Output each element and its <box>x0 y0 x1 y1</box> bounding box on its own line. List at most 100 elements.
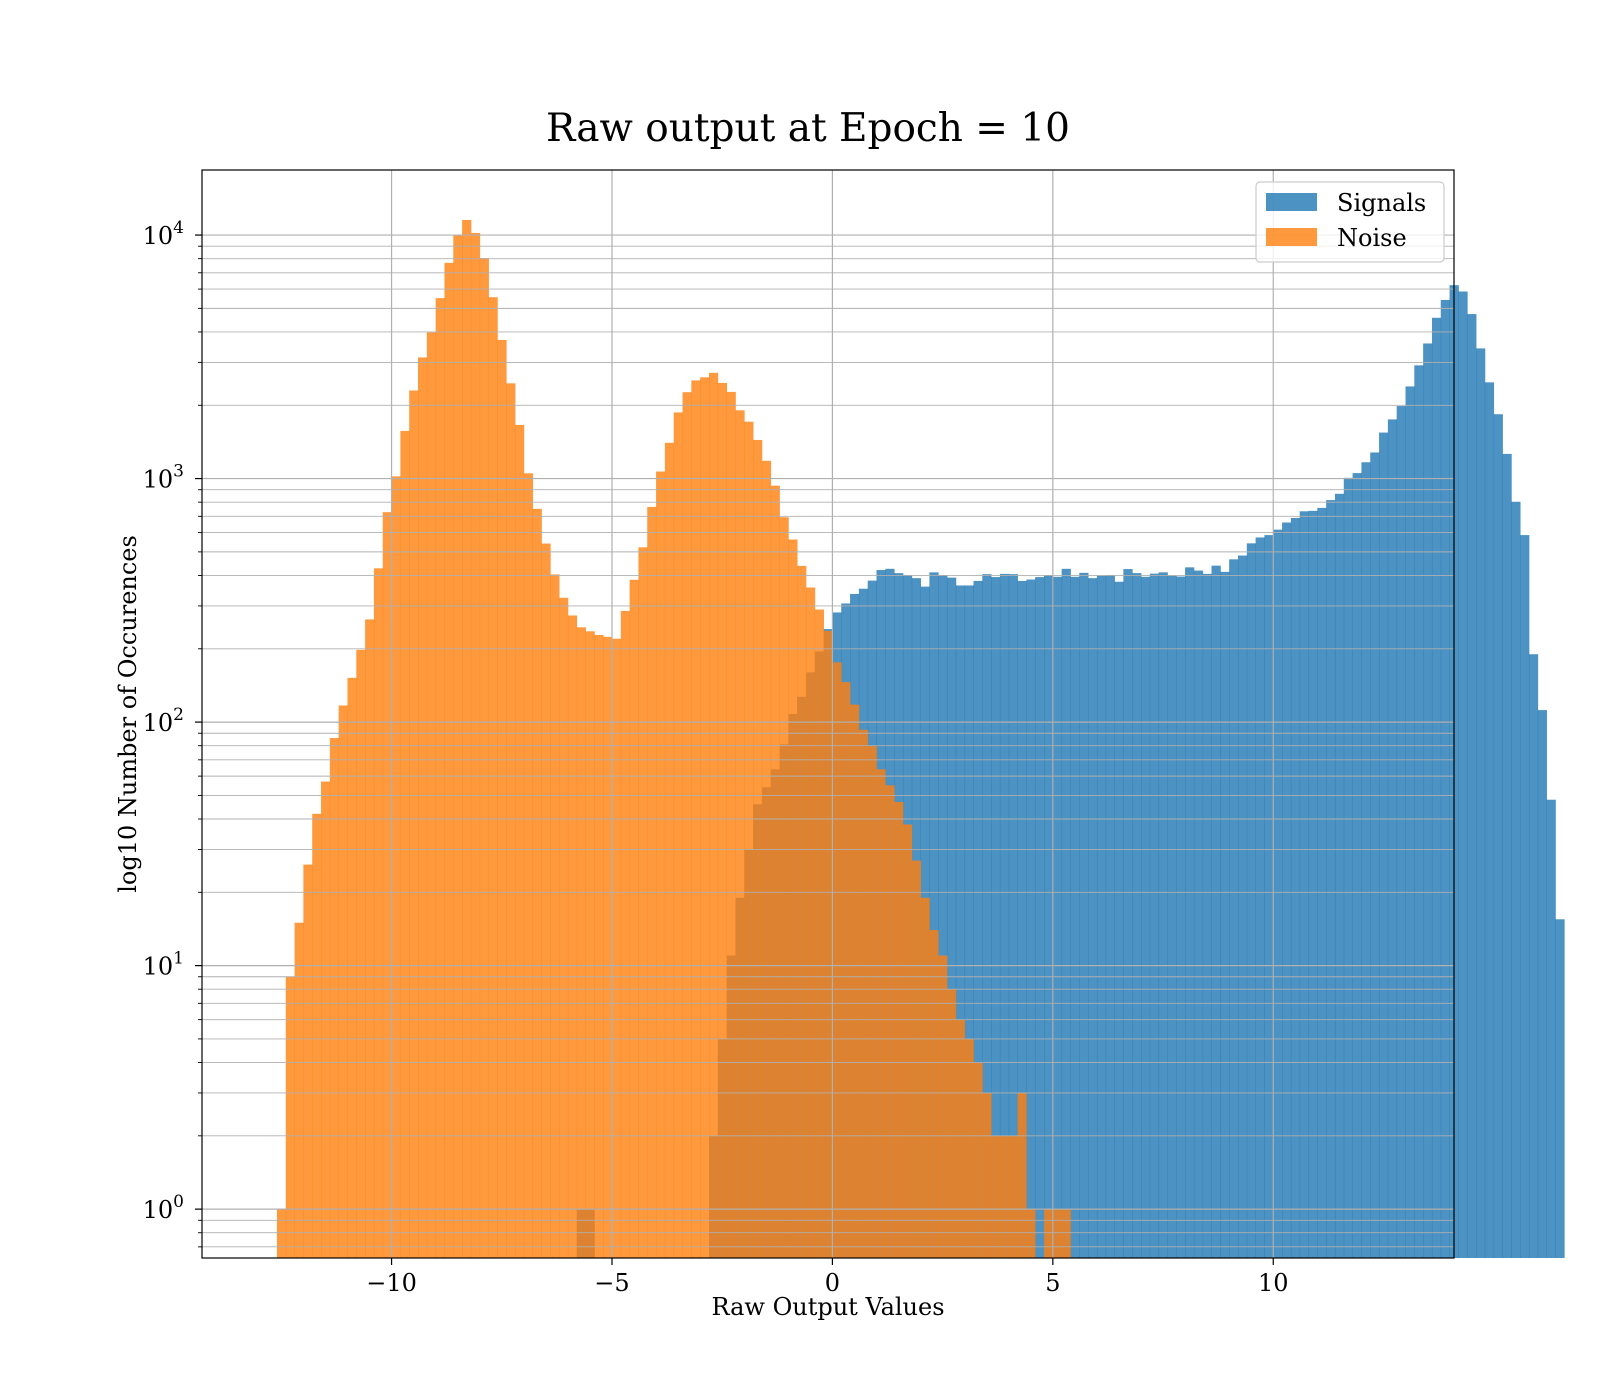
noise-bar <box>735 410 745 1258</box>
noise-bar <box>1052 1209 1063 1258</box>
noise-bar <box>955 1019 966 1258</box>
noise-bar <box>532 508 542 1258</box>
y-tick-label: 102 <box>143 705 184 737</box>
noise-bar <box>462 219 472 1259</box>
y-tick-exponent: 0 <box>173 1192 184 1212</box>
signals-bar <box>1467 314 1477 1258</box>
signals-bar <box>991 577 1001 1258</box>
signals-bar <box>1273 529 1283 1258</box>
y-tick-label: 103 <box>143 462 184 494</box>
signals-bar <box>1044 575 1054 1258</box>
noise-bar <box>629 579 639 1258</box>
y-tick-base: 10 <box>143 953 174 981</box>
signals-bar <box>1476 348 1486 1258</box>
noise-bar <box>964 1038 974 1258</box>
x-tick-label: 5 <box>1045 1269 1060 1297</box>
signals-bar <box>1264 535 1274 1258</box>
noise-bar <box>523 473 534 1258</box>
legend-label-signals: Signals <box>1337 189 1426 217</box>
noise-bar <box>920 897 930 1258</box>
signals-bar <box>1334 493 1345 1258</box>
noise-bar <box>867 745 877 1258</box>
noise-bar <box>929 930 939 1258</box>
noise-bar <box>894 801 904 1258</box>
y-tick-exponent: 4 <box>173 218 184 238</box>
noise-bar <box>858 729 869 1258</box>
noise-bar <box>409 390 419 1258</box>
noise-bar <box>664 442 675 1259</box>
signals-bar <box>1035 577 1045 1258</box>
signals-bar <box>1520 535 1530 1258</box>
y-axis-label: log10 Number of Occurences <box>114 535 142 893</box>
signals-bar <box>929 572 939 1258</box>
noise-bar <box>744 421 754 1258</box>
signals-bar <box>1317 507 1327 1258</box>
signals-bar <box>1229 559 1239 1258</box>
noise-bar <box>453 235 463 1258</box>
noise-bar <box>620 610 631 1258</box>
signals-bar <box>1546 799 1556 1258</box>
noise-bar <box>885 785 895 1258</box>
signals-bar <box>964 585 974 1258</box>
signals-bar <box>1237 555 1248 1258</box>
signals-bar <box>1458 291 1468 1258</box>
signals-bar <box>1343 477 1354 1259</box>
noise-bar <box>726 391 736 1258</box>
noise-bar <box>982 1092 992 1258</box>
noise-bar <box>788 539 798 1258</box>
signals-bar <box>1484 382 1495 1259</box>
noise-bar <box>418 357 428 1259</box>
signals-bar <box>1326 500 1336 1259</box>
noise-bar <box>1044 1209 1054 1258</box>
signals-bar <box>1114 581 1124 1258</box>
noise-bar <box>647 506 657 1258</box>
noise-bar <box>973 1062 983 1258</box>
signals-bar <box>955 585 966 1258</box>
noise-bar <box>814 609 824 1258</box>
noise-bar <box>294 922 304 1258</box>
noise-bar <box>506 383 516 1259</box>
noise-bar <box>1026 1209 1036 1258</box>
legend: Signals Noise <box>1255 181 1445 263</box>
legend-swatch-signals <box>1266 193 1317 211</box>
noise-bar <box>611 638 622 1258</box>
noise-bar <box>479 258 489 1258</box>
chart-title: Raw output at Epoch = 10 <box>546 106 1070 151</box>
legend-swatch-noise <box>1266 228 1317 246</box>
y-tick-base: 10 <box>143 1196 174 1224</box>
noise-bar <box>1061 1209 1071 1258</box>
signals-bar <box>1299 511 1309 1258</box>
signals-bar <box>1202 573 1212 1258</box>
signals-bar <box>1167 575 1177 1258</box>
signals-bar <box>1193 570 1204 1258</box>
signals-bar <box>1096 575 1107 1258</box>
noise-bar <box>876 769 886 1258</box>
signals-bar <box>947 577 957 1258</box>
y-tick-label: 104 <box>143 218 184 250</box>
noise-bar <box>753 439 763 1258</box>
y-tick-base: 10 <box>143 709 174 737</box>
noise-bar <box>708 372 719 1259</box>
signals-bar <box>1079 572 1089 1258</box>
y-tick-label: 101 <box>143 949 184 981</box>
noise-bar <box>823 630 833 1258</box>
noise-bar <box>559 597 569 1258</box>
noise-bar <box>717 382 728 1258</box>
noise-bar <box>585 631 595 1258</box>
noise-bar <box>779 517 789 1258</box>
plot-frame <box>201 169 1455 1259</box>
signals-bar <box>1396 406 1406 1258</box>
noise-bar <box>938 955 948 1258</box>
signals-bar <box>1255 537 1265 1258</box>
x-axis-ticks: −10 −5 0 5 10 <box>366 1258 1289 1297</box>
signals-bar <box>1387 419 1398 1258</box>
x-tick-label: 10 <box>1258 1269 1289 1297</box>
y-tick-base: 10 <box>143 222 174 250</box>
noise-bar <box>276 1209 287 1258</box>
noise-bar <box>365 619 375 1258</box>
noise-bar <box>382 512 392 1258</box>
signals-bar <box>1008 574 1018 1258</box>
noise-bar <box>285 976 295 1258</box>
